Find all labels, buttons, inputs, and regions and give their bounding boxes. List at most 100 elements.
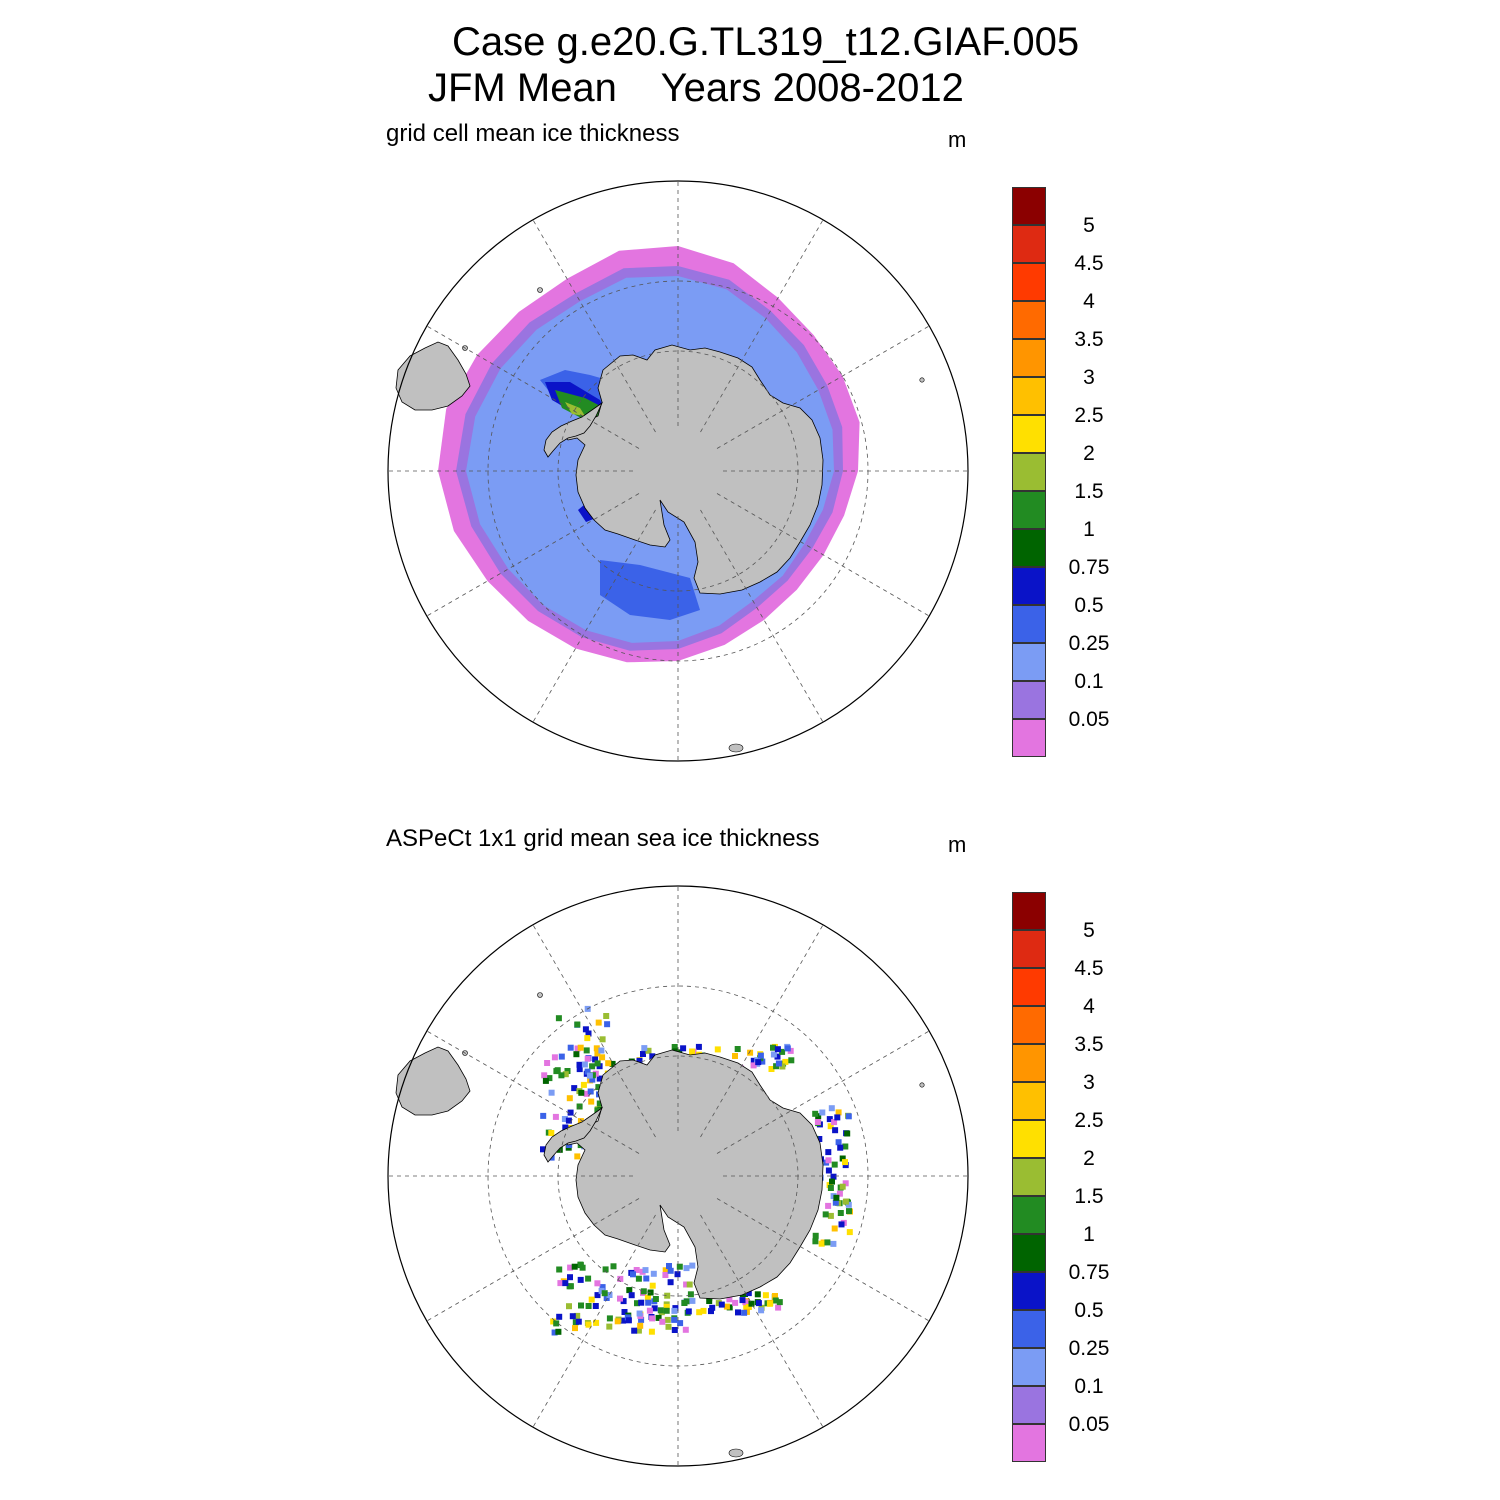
obs-cell: [592, 1056, 599, 1063]
obs-cell: [825, 1149, 832, 1156]
obs-cell: [755, 1300, 762, 1307]
obs-cell: [842, 1143, 849, 1150]
island: [919, 1082, 925, 1088]
obs-cell: [745, 1290, 752, 1297]
meridian-line: [716, 493, 930, 617]
obs-cell: [748, 1300, 755, 1307]
obs-cell: [617, 1275, 624, 1282]
panel1-label: grid cell mean ice thickness: [386, 120, 680, 147]
obs-cell: [648, 1328, 655, 1335]
obs-cell: [831, 1119, 838, 1126]
colorbar-tick-label: 5: [1083, 919, 1095, 942]
obs-cell: [595, 1084, 602, 1091]
obs-cell: [739, 1297, 746, 1304]
meridian-line: [532, 1214, 656, 1428]
obs-cell: [782, 1058, 789, 1065]
obs-cell: [610, 1263, 617, 1270]
obs-cell: [685, 1308, 692, 1315]
obs-cell: [558, 1053, 565, 1060]
colorbar-swatch: [1012, 187, 1046, 225]
colorbar-swatch: [1012, 681, 1046, 719]
colorbar-tick-label: 4: [1083, 290, 1095, 313]
obs-cell: [831, 1225, 838, 1232]
obs-cell: [689, 1297, 696, 1304]
obs-cell: [768, 1066, 775, 1072]
obs-cell: [620, 1317, 627, 1324]
ross-medium-ice: [600, 560, 700, 620]
obs-cell: [682, 1326, 689, 1333]
obs-cell: [548, 1130, 555, 1136]
obs-cell: [774, 1053, 781, 1060]
obs-cell: [599, 1054, 606, 1061]
obs-cell: [718, 1301, 725, 1308]
obs-cell: [644, 1294, 651, 1301]
obs-cell: [812, 1232, 819, 1239]
obs-cell: [747, 1049, 754, 1056]
obs-cell: [735, 1309, 741, 1316]
obs-cell: [830, 1173, 837, 1180]
obs-cell: [553, 1068, 560, 1075]
obs-cell: [741, 1309, 748, 1316]
obs-cell: [812, 1110, 819, 1117]
panel2-label: ASPeCt 1x1 grid mean sea ice thickness: [386, 825, 820, 852]
meridian-line: [426, 493, 640, 617]
obs-cell: [574, 1312, 581, 1319]
obs-cell: [638, 1299, 645, 1306]
obs-cell: [576, 1066, 583, 1073]
obs-cell: [842, 1198, 849, 1205]
colorbar-tick-label: 4: [1083, 995, 1095, 1018]
colorbar-swatch: [1012, 377, 1046, 415]
obs-cell: [827, 1212, 834, 1219]
obs-cell: [638, 1316, 645, 1323]
obs-cell: [595, 1019, 602, 1026]
obs-cell: [709, 1304, 716, 1311]
obs-cell: [680, 1045, 687, 1052]
colorbar-swatch: [1012, 225, 1046, 263]
obs-cell: [609, 1060, 616, 1067]
obs-cell: [573, 1051, 580, 1058]
title-line-1: Case g.e20.G.TL319_t12.GIAF.005: [452, 20, 1080, 64]
obs-cell: [732, 1299, 739, 1306]
colorbar-swatch: [1012, 301, 1046, 339]
obs-cell: [662, 1267, 669, 1274]
obs-cell: [561, 1116, 568, 1122]
meridian-line: [700, 924, 824, 1138]
obs-cell: [620, 1298, 627, 1305]
south-america-tip: [395, 1046, 471, 1116]
obs-cell: [586, 1072, 593, 1079]
antarctica-landmass: [559, 344, 824, 595]
obs-cell: [606, 1323, 613, 1330]
island: [728, 743, 744, 753]
obs-cell: [621, 1309, 628, 1315]
island: [919, 377, 925, 383]
obs-cell: [566, 1283, 573, 1290]
obs-cell: [551, 1329, 558, 1336]
obs-cell: [663, 1307, 670, 1314]
obs-cell: [825, 1157, 832, 1164]
obs-cell: [575, 1318, 582, 1325]
obs-cell: [567, 1274, 573, 1281]
obs-cell: [562, 1071, 569, 1078]
meridian-line: [700, 1214, 824, 1428]
obs-cell: [664, 1292, 671, 1299]
colorbar-tick-label: 0.05: [1068, 1413, 1110, 1436]
obs-cell: [832, 1127, 839, 1134]
obs-cell: [788, 1057, 795, 1064]
obs-cell: [671, 1316, 678, 1323]
obs-cell: [598, 1287, 605, 1294]
obs-cell: [754, 1291, 761, 1298]
obs-cell: [667, 1267, 674, 1274]
obs-cell: [757, 1052, 764, 1059]
obs-cell: [750, 1062, 757, 1069]
obs-cell: [766, 1300, 773, 1307]
colorbar-swatch: [1012, 1006, 1046, 1044]
obs-cell: [671, 1307, 678, 1314]
obs-cell: [655, 1314, 662, 1321]
obs-cell: [681, 1300, 688, 1306]
obs-cell: [836, 1190, 843, 1197]
meridian-line: [700, 509, 824, 723]
obs-cell: [633, 1267, 640, 1273]
obs-cell: [571, 1263, 578, 1270]
obs-cell: [578, 1302, 584, 1309]
panel2-units: m: [948, 832, 967, 857]
